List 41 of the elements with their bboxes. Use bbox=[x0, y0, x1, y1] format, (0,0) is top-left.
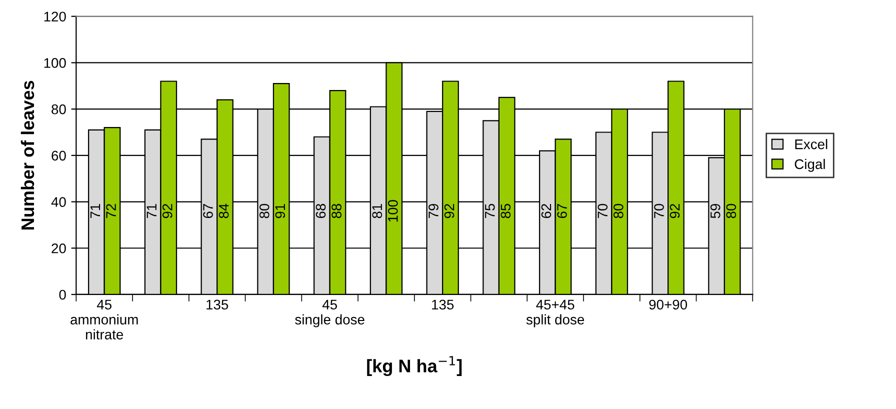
y-tick-label: 60 bbox=[52, 150, 66, 161]
data-label: 68 bbox=[316, 204, 326, 218]
data-label: 92 bbox=[670, 204, 680, 218]
data-label: 67 bbox=[203, 204, 213, 218]
data-label: 71 bbox=[90, 204, 100, 218]
y-tick-label: 0 bbox=[59, 290, 66, 300]
x-tick-label: 135 bbox=[206, 300, 228, 310]
x-axis-title: [kg N ha$^{−1}$] bbox=[367, 356, 462, 376]
data-label: 100 bbox=[388, 200, 398, 222]
y-axis-title: Number of leaves bbox=[20, 80, 34, 230]
data-label: 79 bbox=[428, 204, 438, 218]
data-label: 67 bbox=[557, 204, 567, 218]
x-tick-label: 45 single dose bbox=[295, 300, 364, 328]
legend-label: Excel bbox=[795, 139, 828, 150]
data-label: 59 bbox=[710, 204, 720, 218]
y-tick-label: 80 bbox=[52, 104, 66, 114]
data-label: 92 bbox=[444, 204, 454, 218]
data-label: 70 bbox=[598, 204, 608, 218]
x-tick-label: 45 ammonium nitrate bbox=[70, 300, 138, 340]
data-label: 75 bbox=[485, 204, 495, 218]
data-label: 80 bbox=[259, 204, 270, 218]
data-label: 84 bbox=[218, 204, 229, 218]
data-label: 80 bbox=[726, 204, 736, 218]
data-label: 81 bbox=[372, 204, 382, 218]
data-label: 91 bbox=[275, 204, 286, 218]
y-tick-label: 20 bbox=[52, 243, 66, 254]
y-tick-label: 40 bbox=[51, 197, 66, 207]
data-label: 70 bbox=[654, 204, 664, 218]
data-label: 88 bbox=[332, 204, 342, 218]
x-tick-label: 90+90 bbox=[649, 300, 688, 310]
data-label: 71 bbox=[146, 204, 156, 218]
data-label: 80 bbox=[613, 204, 624, 218]
data-label: 72 bbox=[106, 204, 116, 218]
x-tick-label: 45+45 split dose bbox=[526, 300, 584, 328]
data-label: 85 bbox=[500, 204, 511, 218]
y-tick-label: 120 bbox=[44, 12, 66, 22]
x-tick-label: 135 bbox=[432, 300, 454, 310]
legend-label: Cigal bbox=[794, 158, 825, 172]
y-tick-label: 100 bbox=[44, 58, 66, 68]
data-label: 92 bbox=[162, 204, 172, 218]
data-label: 62 bbox=[541, 204, 552, 218]
